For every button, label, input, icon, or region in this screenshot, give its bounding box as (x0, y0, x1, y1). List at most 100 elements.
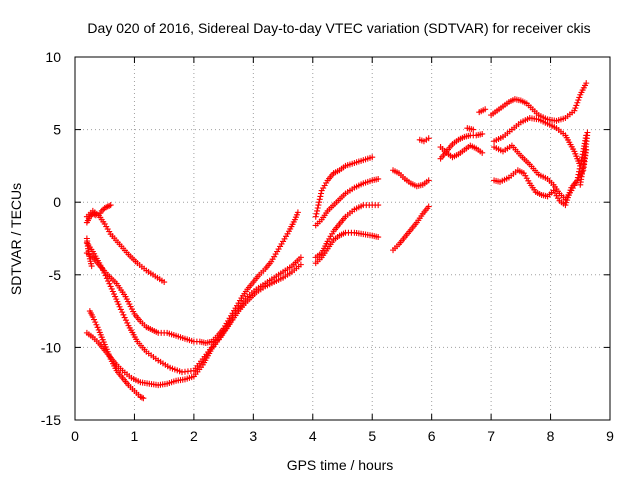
data-point (316, 196, 323, 203)
data-point (121, 314, 128, 321)
data-series-22 (491, 146, 590, 209)
data-point (375, 202, 382, 209)
data-point (576, 94, 583, 101)
x-tick-label: 7 (487, 428, 495, 444)
data-point (425, 135, 432, 142)
data-point (161, 279, 168, 286)
data-point (482, 106, 489, 113)
data-series-12 (390, 167, 432, 190)
data-series-3 (83, 261, 304, 389)
data-point (375, 175, 382, 182)
data-point (313, 210, 320, 217)
data-point (101, 269, 108, 276)
x-tick-label: 0 (71, 428, 79, 444)
data-point (315, 202, 322, 209)
data-point (314, 207, 321, 214)
data-point (93, 321, 100, 328)
data-point (312, 213, 319, 220)
data-series-20 (491, 114, 584, 169)
y-tick-label: 0 (53, 194, 61, 210)
data-point (479, 149, 486, 156)
x-tick-label: 5 (368, 428, 376, 444)
data-series-16 (437, 142, 486, 161)
data-point (105, 278, 112, 285)
data-point (575, 97, 582, 104)
tick-labels: 0 1 2 3 4 5 6 7 8 9 -15 -10 -5 0 5 10 (41, 49, 614, 444)
x-axis-label: GPS time / hours (287, 457, 394, 473)
data-point (318, 190, 325, 197)
data-point (100, 267, 107, 274)
data-point (138, 394, 145, 401)
data-point (375, 234, 382, 241)
data-series-15 (437, 130, 486, 162)
data-point (572, 105, 579, 112)
data-series-5 (83, 207, 168, 286)
data-point (91, 316, 98, 323)
data-series-8 (312, 154, 376, 220)
data-point (89, 313, 96, 320)
data-series-23 (577, 129, 591, 188)
data-point (140, 395, 147, 402)
data-series-9 (312, 175, 382, 229)
chart-title: Day 020 of 2016, Sidereal Day-to-day VTE… (87, 20, 590, 36)
data-series-19 (488, 80, 590, 124)
plot-frame (74, 56, 611, 421)
data-series-18 (476, 106, 489, 116)
data-point (369, 154, 376, 161)
x-tick-label: 2 (190, 428, 198, 444)
data-point (120, 311, 127, 318)
x-tick-label: 3 (249, 428, 257, 444)
x-tick-label: 1 (131, 428, 139, 444)
data-point (98, 264, 105, 271)
data-series-7 (83, 235, 95, 270)
data-point (297, 261, 304, 268)
x-tick-label: 6 (428, 428, 436, 444)
data-point (104, 203, 111, 210)
data-point (107, 202, 114, 209)
data-point (294, 209, 301, 216)
data-point (571, 107, 578, 114)
data-series-17 (464, 125, 477, 133)
x-tick-label: 4 (309, 428, 317, 444)
x-tick-label: 9 (606, 428, 614, 444)
data-point (479, 130, 486, 137)
data-point (574, 99, 581, 106)
data-point (102, 272, 109, 279)
data-point (117, 306, 124, 313)
data-point (116, 303, 123, 310)
data-series-1 (83, 209, 301, 347)
data-point (94, 324, 101, 331)
y-tick-label: -10 (41, 339, 61, 355)
axis-ticks (74, 56, 611, 421)
y-axis-label: SDTVAR / TECUs (8, 183, 24, 295)
y-tick-label: -5 (49, 267, 62, 283)
data-series-11 (312, 229, 382, 267)
data-points (83, 80, 591, 402)
data-point (425, 177, 432, 184)
data-point (297, 254, 304, 261)
data-point (103, 275, 110, 282)
data-series-13 (390, 203, 432, 254)
data-series-10 (312, 202, 382, 261)
data-point (119, 309, 126, 316)
gridlines (75, 57, 610, 420)
data-point (584, 129, 591, 136)
data-point (92, 319, 99, 326)
data-point (583, 80, 590, 87)
y-tick-label: 10 (45, 49, 61, 65)
data-point (573, 102, 580, 109)
data-series-6 (83, 202, 114, 226)
y-tick-label: 5 (53, 122, 61, 138)
data-point (124, 319, 131, 326)
data-point (106, 280, 113, 287)
x-tick-label: 8 (547, 428, 555, 444)
data-point (425, 203, 432, 210)
data-point (470, 126, 477, 133)
data-series-4 (86, 308, 147, 402)
y-tick-label: -15 (41, 412, 61, 428)
data-point (122, 317, 129, 324)
data-point (317, 193, 324, 200)
data-series-14 (416, 135, 432, 145)
data-point (316, 199, 323, 206)
